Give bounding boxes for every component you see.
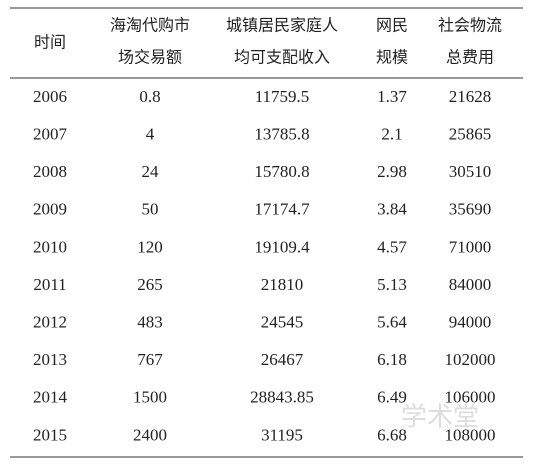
cell: 106000 — [445, 388, 496, 407]
header-cell: 海淘代购市 — [110, 16, 190, 35]
cell: 2011 — [33, 275, 66, 294]
cell: 26467 — [261, 350, 304, 369]
cell: 2015 — [33, 425, 67, 444]
cell: 0.8 — [139, 87, 160, 106]
cell: 19109.4 — [254, 237, 310, 256]
cell: 2008 — [33, 162, 67, 181]
cell: 21810 — [261, 275, 304, 294]
cell: 5.13 — [377, 275, 407, 294]
cell: 11759.5 — [255, 87, 310, 106]
cell: 2009 — [33, 200, 67, 219]
header-cell: 总费用 — [446, 48, 494, 67]
cell: 2012 — [33, 313, 67, 332]
cell: 30510 — [449, 162, 492, 181]
cell: 50 — [142, 200, 159, 219]
cell: 4.57 — [377, 237, 407, 256]
cell: 13785.8 — [254, 125, 309, 144]
cell: 24545 — [261, 313, 304, 332]
cell: 767 — [137, 350, 163, 369]
cell: 24 — [142, 162, 160, 181]
cell: 2.98 — [377, 162, 407, 181]
cell: 2010 — [33, 237, 67, 256]
header-cell: 场交易额 — [118, 48, 182, 67]
cell: 1500 — [133, 388, 167, 407]
cell: 483 — [137, 313, 163, 332]
cell: 71000 — [449, 237, 492, 256]
cell: 2.1 — [381, 125, 402, 144]
cell: 84000 — [449, 275, 492, 294]
cell: 2013 — [33, 350, 67, 369]
cell: 31195 — [261, 425, 303, 444]
header-cell: 网民 — [376, 16, 408, 35]
cell: 265 — [137, 275, 163, 294]
cell: 108000 — [445, 425, 496, 444]
cell: 102000 — [445, 350, 496, 369]
cell: 2400 — [133, 425, 167, 444]
header-cell: 城镇居民家庭人 — [226, 16, 338, 35]
cell: 21628 — [449, 87, 492, 106]
cell: 28843.85 — [250, 388, 314, 407]
cell: 3.84 — [377, 200, 407, 219]
cell: 35690 — [449, 200, 492, 219]
cell: 25865 — [449, 125, 492, 144]
header-cell: 规模 — [376, 48, 408, 67]
cell: 15780.8 — [254, 162, 309, 181]
header-cell: 社会物流 — [438, 16, 502, 35]
header-cell: 时间 — [34, 33, 66, 52]
cell: 6.68 — [377, 425, 407, 444]
cell: 2014 — [33, 388, 68, 407]
cell: 5.64 — [377, 313, 407, 332]
header-cell: 均可支配收入 — [234, 48, 330, 67]
cell: 6.49 — [377, 388, 407, 407]
cell: 94000 — [449, 313, 492, 332]
cell: 2006 — [33, 87, 67, 106]
watermark: 学术堂 — [401, 403, 479, 433]
cell: 2007 — [33, 125, 68, 144]
cell: 4 — [146, 125, 155, 144]
cell: 1.37 — [377, 87, 407, 106]
cell: 17174.7 — [254, 200, 310, 219]
cell: 6.18 — [377, 350, 407, 369]
cell: 120 — [137, 237, 163, 256]
